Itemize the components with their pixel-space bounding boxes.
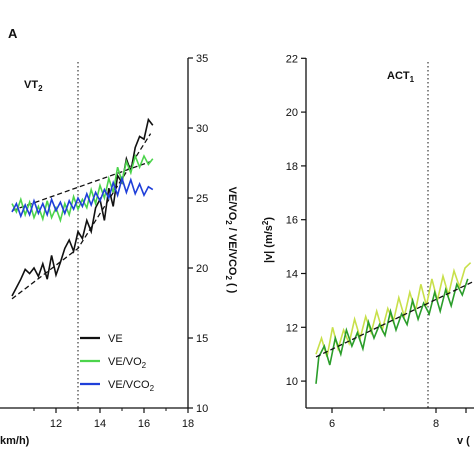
panel-a-x-tick-label: 16: [138, 418, 150, 430]
panel-a-x-label: km/h): [0, 435, 30, 447]
panel-b-y-tick-label: 10: [286, 376, 298, 388]
panel-b-y-axis-label: |v| (m/s2): [261, 217, 275, 263]
panel-a-y-tick-label: 20: [196, 263, 208, 275]
panel-a-y-tick-label: 35: [196, 53, 208, 65]
panel-b-x-label: v (: [457, 435, 470, 447]
panel-b-y-tick-label: 20: [286, 107, 298, 119]
panel-a-y-tick-label: 10: [196, 403, 208, 415]
panel-b-y-tick-label: 14: [286, 269, 298, 281]
panel-a-chart: 12 14 16 18 10 15 20 25 30 35 VT2 km/h) VE/VO2 /…: [0, 53, 238, 447]
act1-annotation: ACT1: [387, 70, 415, 84]
legend-label-ve-vo2: VE/VO2: [108, 356, 147, 370]
panel-b-y-tick-label: 12: [286, 322, 298, 334]
legend-label-ve: VE: [108, 333, 123, 345]
panel-a-right-axis-label: VE/VO2 / VE/VCO2 ( ): [224, 187, 238, 294]
panel-b-y-ticks: 10 12 14 16 18 20 22: [286, 53, 306, 388]
panel-b-y-tick-label: 16: [286, 215, 298, 227]
series-ve-vo2: [11, 153, 154, 224]
panel-b-x-tick-label: 6: [329, 418, 335, 430]
panel-a-x-tick-label: 14: [94, 418, 106, 430]
panel-a-right-ticks: 10 15 20 25 30 35: [188, 53, 208, 415]
panel-b-x-tick-label: 8: [433, 418, 439, 430]
panel-a-legend: VE VE/VO2 VE/VCO2: [80, 333, 155, 393]
panel-b-series-1: [315, 262, 472, 358]
panel-a-series: [11, 117, 154, 300]
panel-a-trend-line-2: [11, 133, 152, 300]
panel-b-series: [315, 262, 474, 384]
panel-b-series-3: [315, 281, 474, 358]
panel-a-y-tick-label: 30: [196, 123, 208, 135]
panel-b-series-2: [315, 278, 469, 384]
series-ve-vco2: [11, 175, 154, 219]
panel-a-x-ticks: 12 14 16 18: [33, 408, 194, 430]
vt2-annotation: VT2: [24, 79, 43, 93]
panel-a-label: A: [8, 26, 18, 41]
panel-a-x-tick-label: 12: [50, 418, 62, 430]
panel-a-y-tick-label: 15: [196, 333, 208, 345]
legend-label-ve-vco2: VE/VCO2: [108, 379, 155, 393]
panel-a-x-tick-label: 18: [182, 418, 194, 430]
panel-b-y-tick-label: 22: [286, 53, 298, 65]
panel-b-y-tick-label: 18: [286, 161, 298, 173]
panel-a-y-tick-label: 25: [196, 193, 208, 205]
